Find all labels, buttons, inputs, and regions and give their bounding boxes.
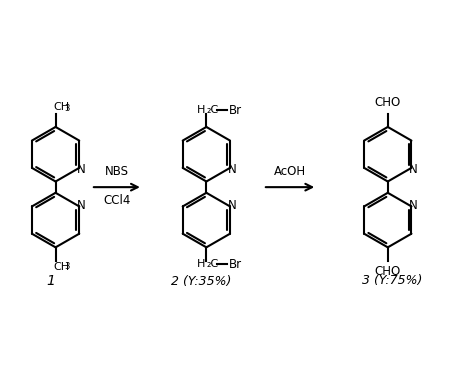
- Text: N: N: [409, 199, 418, 212]
- Text: H: H: [197, 259, 205, 269]
- Text: ₂C: ₂C: [206, 259, 219, 269]
- Text: CH: CH: [53, 262, 69, 273]
- Text: CHO: CHO: [374, 96, 401, 109]
- Text: 1: 1: [46, 274, 55, 288]
- Text: ₂C: ₂C: [206, 105, 219, 115]
- Text: CHO: CHO: [374, 265, 401, 278]
- Text: AcOH: AcOH: [273, 165, 306, 178]
- Text: 3: 3: [64, 262, 69, 271]
- Text: 2 (Y:35%): 2 (Y:35%): [172, 275, 232, 288]
- Text: Br: Br: [229, 258, 242, 271]
- Text: N: N: [228, 199, 237, 212]
- Text: N: N: [409, 163, 418, 176]
- Text: N: N: [228, 163, 237, 176]
- Text: 3: 3: [64, 104, 69, 113]
- Text: CCl4: CCl4: [103, 194, 130, 207]
- Text: CH: CH: [53, 102, 69, 112]
- Text: Br: Br: [229, 103, 242, 116]
- Text: H: H: [197, 105, 205, 115]
- Text: N: N: [77, 199, 85, 212]
- Text: 3 (Y:75%): 3 (Y:75%): [362, 274, 423, 287]
- Text: N: N: [77, 163, 85, 176]
- Text: NBS: NBS: [105, 165, 129, 178]
